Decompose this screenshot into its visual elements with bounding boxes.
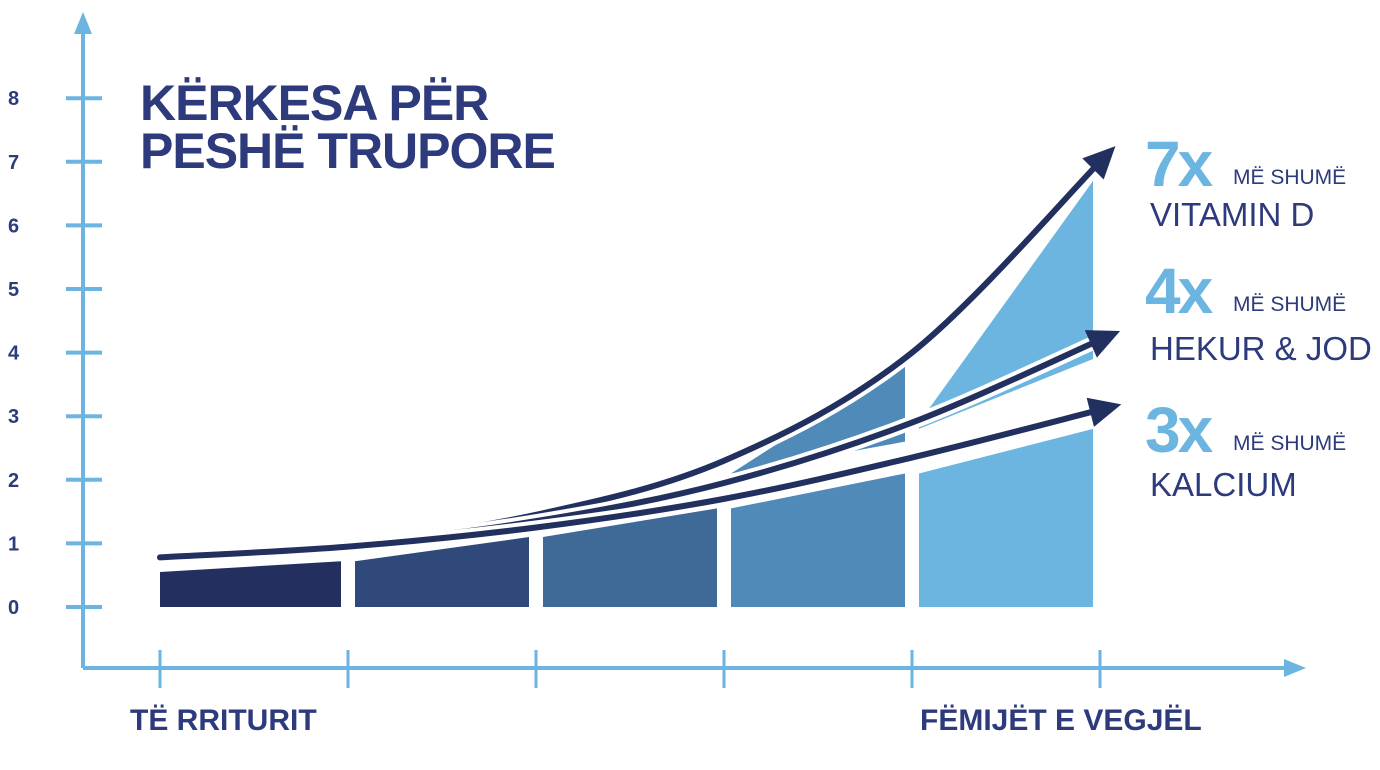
y-tick-label-8: 8 xyxy=(8,88,19,110)
y-axis-arrowhead xyxy=(74,12,92,34)
x-label-start: TË RRITURIT xyxy=(130,704,317,737)
series-arrowhead-1 xyxy=(1082,146,1116,180)
growth-band-2 xyxy=(919,180,1093,429)
y-tick-label-5: 5 xyxy=(8,279,19,301)
series-kalcium-multiplier: 3x xyxy=(1145,394,1214,466)
series-vitamin-d-more: MË SHUMË xyxy=(1233,166,1346,189)
y-tick-label-1: 1 xyxy=(8,533,19,555)
series-hekur-jod-multiplier: 4x xyxy=(1145,255,1214,327)
axes-group: 0 1 2 3 4 5 6 7 8 xyxy=(8,12,1306,688)
y-tick-label-0: 0 xyxy=(8,597,19,619)
bar-segment-5 xyxy=(919,428,1093,607)
y-tick-label-6: 6 xyxy=(8,215,19,237)
bar-segment-1 xyxy=(160,561,341,607)
arrows-group xyxy=(153,146,1122,565)
y-tick-label-4: 4 xyxy=(8,343,20,365)
series-kalcium-more: MË SHUMË xyxy=(1233,432,1346,455)
y-tick-label-3: 3 xyxy=(8,406,19,428)
series-hekur-jod-nutrient: HEKUR & JOD xyxy=(1150,330,1372,367)
x-label-end: FËMIJËT E VEGJËL xyxy=(920,704,1202,737)
series-hekur-jod-more: MË SHUMË xyxy=(1233,293,1346,316)
bar-segment-2 xyxy=(355,537,529,607)
series-arrowhead-2 xyxy=(1084,330,1121,358)
series-arrowhead-3 xyxy=(1086,397,1122,427)
bar-segment-3 xyxy=(543,508,717,607)
series-kalcium-nutrient: KALCIUM xyxy=(1150,466,1297,503)
chart-title-line-2: PESHË TRUPORE xyxy=(140,123,555,179)
y-tick-label-2: 2 xyxy=(8,470,19,492)
chart-title-line-1: KËRKESA PËR xyxy=(140,75,489,131)
series-line-3 xyxy=(157,406,1103,561)
y-tick-label-7: 7 xyxy=(8,152,19,174)
series-vitamin-d-nutrient: VITAMIN D xyxy=(1150,196,1314,233)
series-vitamin-d-multiplier: 7x xyxy=(1145,128,1214,200)
bar-segment-4 xyxy=(731,473,905,607)
x-axis-arrowhead xyxy=(1284,659,1306,677)
